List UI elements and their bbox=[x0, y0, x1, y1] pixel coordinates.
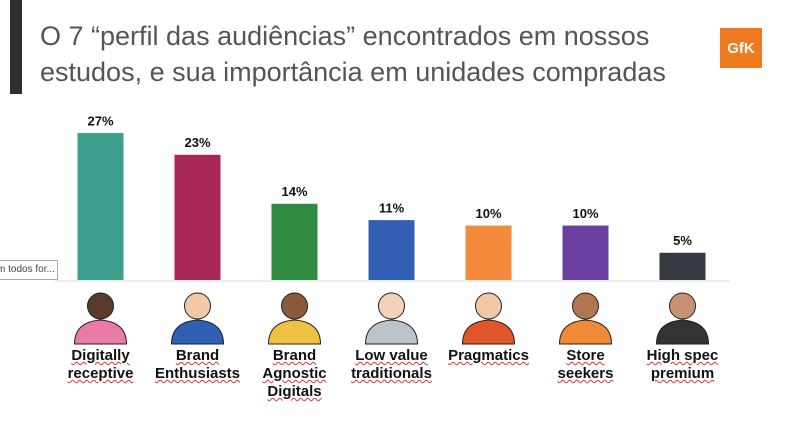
avatar-body bbox=[73, 319, 128, 345]
value-label: 27% bbox=[87, 113, 113, 128]
avatar-head bbox=[87, 292, 114, 320]
avatar bbox=[267, 292, 322, 345]
avatar-head bbox=[475, 292, 502, 320]
avatar bbox=[364, 292, 419, 345]
bar bbox=[465, 225, 512, 280]
value-label: 10% bbox=[572, 206, 598, 221]
category-line: Digitals bbox=[267, 383, 322, 400]
avatar bbox=[461, 292, 516, 345]
value-label: 23% bbox=[184, 135, 210, 150]
avatar-head bbox=[669, 292, 696, 320]
avatar-head bbox=[281, 292, 308, 320]
category-label: High spec premium bbox=[628, 347, 738, 383]
category-label: Low value traditionals bbox=[337, 347, 447, 383]
value-label: 10% bbox=[475, 206, 501, 221]
category-line: Low value bbox=[355, 347, 428, 364]
slide-title: O 7 “perfil das audiências” encontrados … bbox=[40, 21, 666, 87]
bar bbox=[174, 154, 221, 280]
category-line: Agnostic bbox=[262, 365, 327, 382]
category-line: Brand bbox=[175, 347, 220, 364]
bar bbox=[271, 203, 318, 280]
bar bbox=[77, 133, 124, 280]
category-line: Pragmatics bbox=[448, 347, 529, 364]
value-label: 14% bbox=[281, 184, 307, 199]
category-line: High spec bbox=[646, 347, 719, 364]
avatar-body bbox=[655, 319, 710, 345]
logo: GfK bbox=[720, 28, 762, 68]
category-line: traditionals bbox=[351, 365, 432, 382]
avatar bbox=[558, 292, 613, 345]
category-line: Digitally bbox=[71, 347, 130, 364]
avatar-head bbox=[572, 292, 599, 320]
avatar bbox=[170, 292, 225, 345]
avatar-body bbox=[170, 319, 225, 345]
bar bbox=[368, 220, 415, 280]
category-line: Enthusiasts bbox=[154, 365, 241, 382]
avatar-head bbox=[378, 292, 405, 320]
category-line: premium bbox=[650, 365, 715, 382]
tooltip: m todos for... bbox=[0, 260, 58, 280]
avatar-body bbox=[558, 319, 613, 345]
value-label: 11% bbox=[379, 201, 405, 216]
category-label: Pragmatics bbox=[434, 347, 544, 365]
avatar-body bbox=[267, 319, 322, 345]
category-label: Store seekers bbox=[531, 347, 641, 383]
category-label: Digitally receptive bbox=[46, 347, 156, 383]
category-line: receptive bbox=[67, 365, 134, 382]
category-line: seekers bbox=[557, 365, 614, 382]
avatar-head bbox=[184, 292, 211, 320]
avatar-body bbox=[364, 319, 419, 345]
category-line: Store bbox=[566, 347, 605, 364]
category-label: Brand Agnostic Digitals bbox=[240, 347, 350, 401]
avatar bbox=[655, 292, 710, 345]
value-label: 5% bbox=[673, 233, 692, 248]
avatar bbox=[73, 292, 128, 345]
category-line: Brand bbox=[272, 347, 317, 364]
accent-bar bbox=[10, 0, 22, 94]
bar bbox=[659, 252, 706, 280]
category-label: Brand Enthusiasts bbox=[143, 347, 253, 383]
bar bbox=[562, 225, 609, 280]
avatar-body bbox=[461, 319, 516, 345]
